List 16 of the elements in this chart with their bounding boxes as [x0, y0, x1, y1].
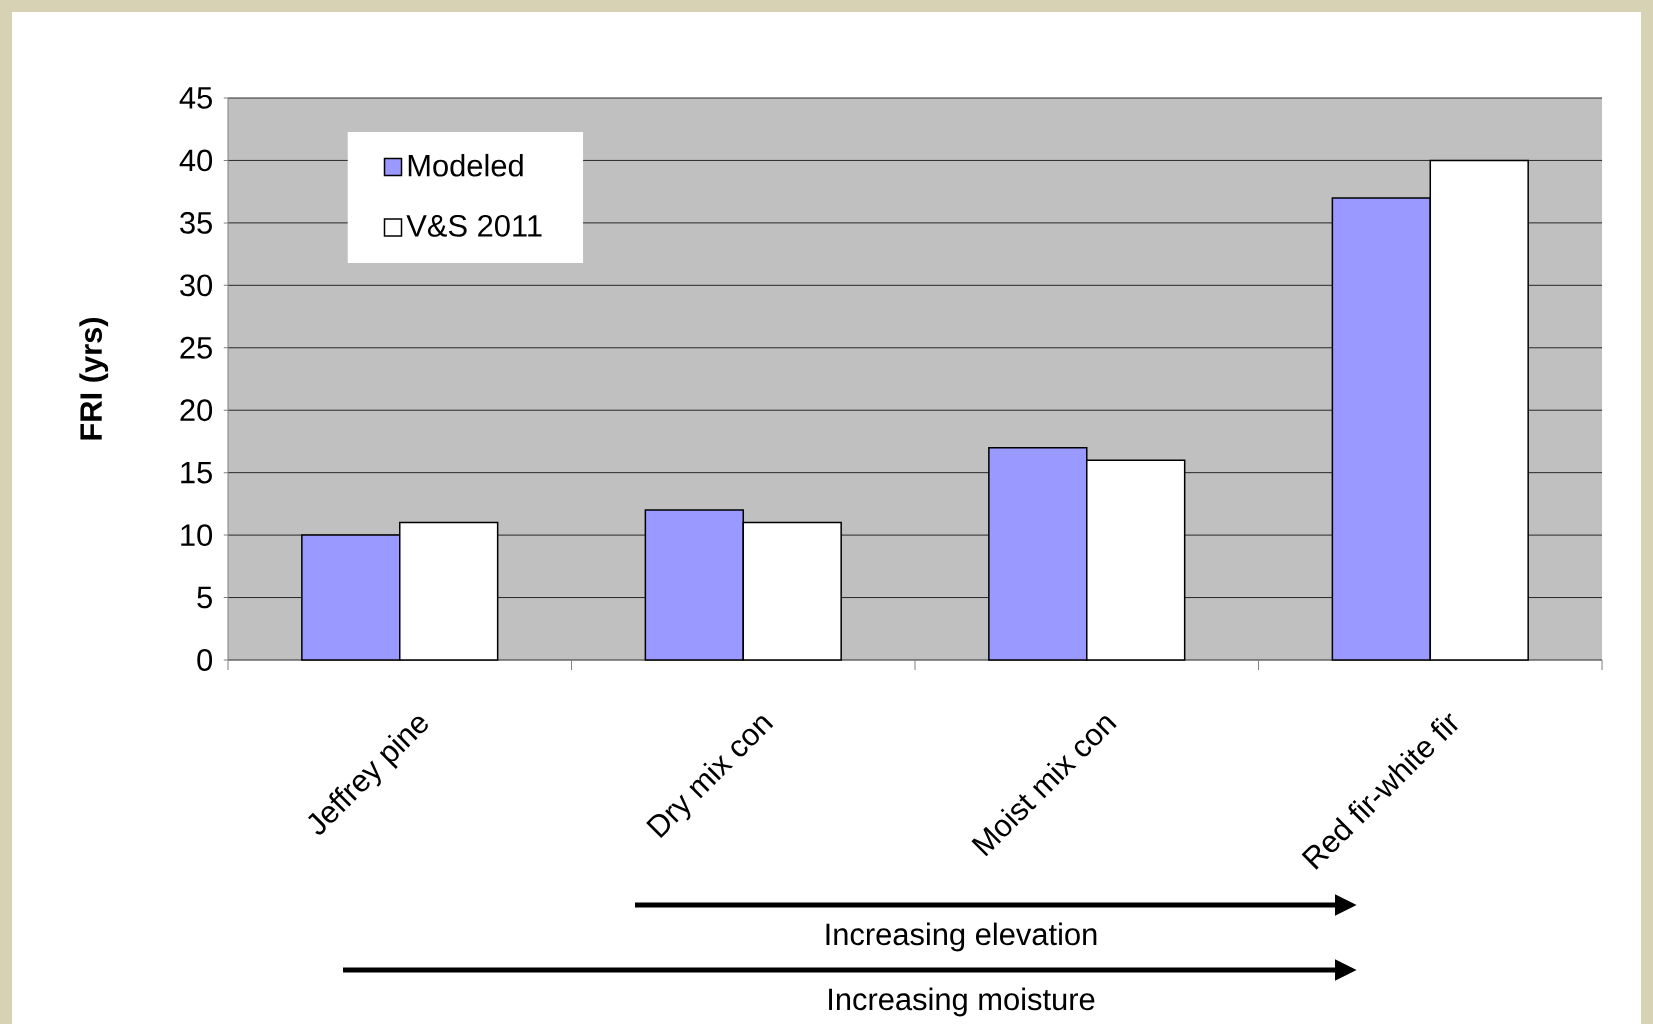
y-tick-label: 25	[180, 336, 212, 359]
y-tick-label: 40	[179, 149, 213, 172]
y-tick-label: 30	[180, 274, 213, 297]
y-axis-title: FRI (yrs)	[79, 318, 109, 440]
y-tick-label: 5	[197, 586, 212, 609]
y-tick-label: 45	[179, 87, 212, 109]
text: Increasing moisture	[829, 987, 1095, 1017]
x-tick-label: Dry mix con	[646, 716, 774, 839]
y-tick-label: 10	[181, 524, 213, 547]
legend-label: Modeled	[408, 154, 523, 177]
y-tick-label: 35	[180, 212, 212, 234]
y-tick-label: 20	[180, 399, 213, 422]
y-tick-label: 0	[197, 649, 213, 672]
y-tick-label: 15	[181, 462, 212, 484]
text: Increasing elevation	[826, 922, 1097, 952]
legend-label: V&S 2011	[406, 215, 542, 237]
